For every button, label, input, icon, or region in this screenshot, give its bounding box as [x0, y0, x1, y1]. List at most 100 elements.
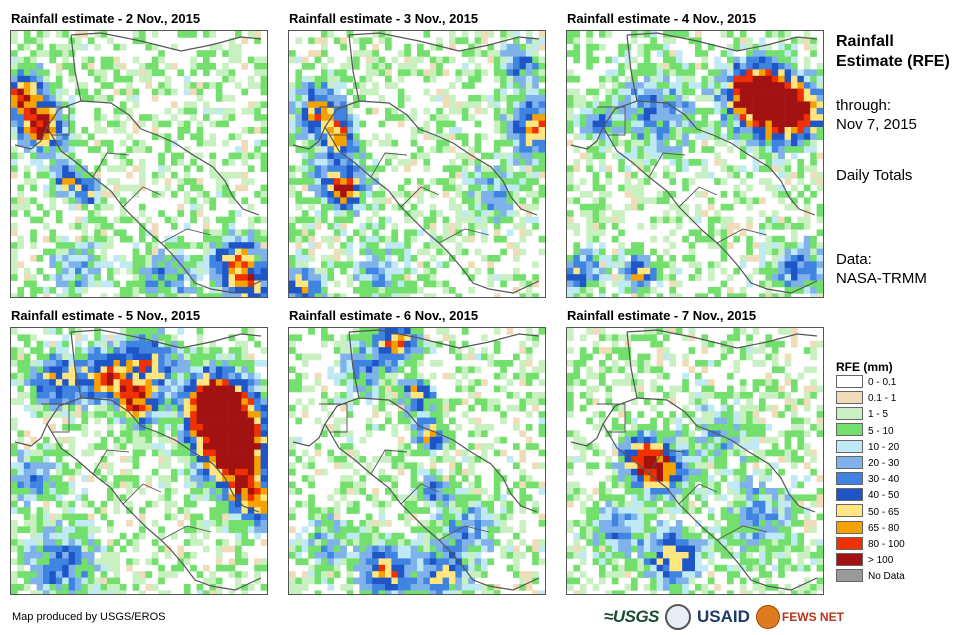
rainfall-cell [36, 203, 44, 211]
rainfall-cell [637, 69, 645, 77]
rainfall-cell [519, 165, 527, 173]
rainfall-cell [385, 456, 392, 463]
rainfall-cell [235, 532, 242, 540]
rainfall-cell [410, 328, 418, 335]
rainfall-cell [126, 340, 133, 348]
rainfall-cell [372, 82, 379, 89]
rainfall-cell [17, 114, 25, 121]
rainfall-cell [599, 293, 606, 297]
rainfall-cell [62, 552, 69, 559]
rainfall-cell [11, 120, 18, 128]
rainfall-cell [145, 372, 153, 380]
rainfall-cell [385, 261, 392, 269]
rainfall-cell [321, 146, 328, 153]
rainfall-cell [62, 353, 69, 361]
rainfall-cell [151, 88, 159, 96]
rainfall-cell [675, 82, 683, 89]
rainfall-cell [23, 82, 31, 89]
rainfall-cell [417, 398, 424, 406]
rainfall-cell [241, 360, 249, 367]
rainfall-cell [391, 456, 399, 463]
rainfall-cell [474, 50, 482, 57]
rainfall-cell [235, 526, 242, 534]
rainfall-cell [327, 82, 335, 89]
rainfall-cell [333, 95, 341, 102]
rainfall-cell [196, 436, 204, 444]
rainfall-cell [241, 494, 249, 502]
rainfall-cell [228, 417, 236, 425]
rainfall-cell [215, 385, 223, 393]
rainfall-cell [493, 197, 501, 205]
rainfall-cell [254, 494, 261, 502]
rainfall-cell [228, 223, 236, 230]
rainfall-cell [260, 101, 267, 109]
rainfall-cell [145, 328, 153, 335]
rainfall-cell [675, 114, 683, 121]
rainfall-cell [474, 101, 482, 109]
rainfall-cell [81, 545, 89, 553]
rainfall-cell [624, 50, 632, 57]
rainfall-cell [30, 385, 37, 393]
rainfall-cell [94, 526, 101, 534]
rainfall-cell [771, 139, 779, 147]
rainfall-cell [254, 139, 261, 147]
rainfall-cell [429, 372, 437, 380]
rainfall-cell [145, 63, 153, 70]
rainfall-cell [49, 564, 57, 572]
rainfall-cell [378, 37, 386, 45]
rainfall-cell [215, 353, 223, 361]
rainfall-cell [791, 280, 798, 288]
rainfall-cell [87, 242, 95, 249]
rainfall-cell [68, 481, 76, 489]
rainfall-cell [567, 88, 574, 96]
rainfall-cell [113, 107, 121, 115]
rainfall-cell [803, 88, 811, 96]
rainfall-cell [656, 197, 664, 205]
rainfall-cell [739, 165, 747, 173]
rainfall-cell [222, 184, 229, 192]
rainfall-cell [442, 398, 450, 406]
rainfall-cell [592, 178, 600, 185]
rainfall-cell [75, 340, 82, 348]
rainfall-cell [107, 353, 114, 361]
rainfall-cell [241, 500, 249, 508]
rainfall-cell [695, 50, 702, 57]
rainfall-cell [247, 127, 255, 134]
rainfall-cell [321, 88, 328, 96]
rainfall-cell [714, 293, 721, 297]
rainfall-cell [235, 462, 242, 470]
rainfall-cell [49, 424, 57, 431]
rainfall-cell [62, 293, 69, 297]
rainfall-cell [410, 210, 418, 217]
rainfall-cell [36, 507, 44, 514]
rainfall-cell [631, 107, 638, 115]
rainfall-cell [30, 545, 37, 553]
rainfall-cell [196, 203, 204, 211]
rainfall-cell [481, 37, 488, 45]
rainfall-cell [145, 398, 153, 406]
rainfall-cell [429, 133, 437, 141]
rainfall-cell [49, 571, 57, 578]
rainfall-cell [631, 261, 638, 269]
rainfall-cell [739, 133, 747, 141]
rainfall-cell [11, 475, 18, 482]
rainfall-cell [397, 334, 405, 342]
rainfall-cell [190, 456, 197, 463]
rainfall-cell [301, 133, 309, 141]
rainfall-cell [254, 82, 261, 89]
rainfall-cell [727, 242, 734, 249]
rainfall-cell [260, 255, 267, 262]
rainfall-cell [17, 191, 25, 198]
rainfall-cell [308, 152, 315, 160]
rainfall-cell [209, 242, 217, 249]
rainfall-cell [449, 31, 456, 38]
rainfall-cell [119, 139, 127, 147]
rainfall-cell [43, 340, 50, 348]
rainfall-cell [68, 287, 76, 294]
rainfall-cell [372, 229, 379, 237]
rainfall-cell [55, 261, 63, 269]
rainfall-cell [359, 385, 367, 393]
rainfall-cell [631, 267, 638, 275]
rainfall-cell [404, 229, 411, 237]
rainfall-cell [94, 43, 101, 51]
